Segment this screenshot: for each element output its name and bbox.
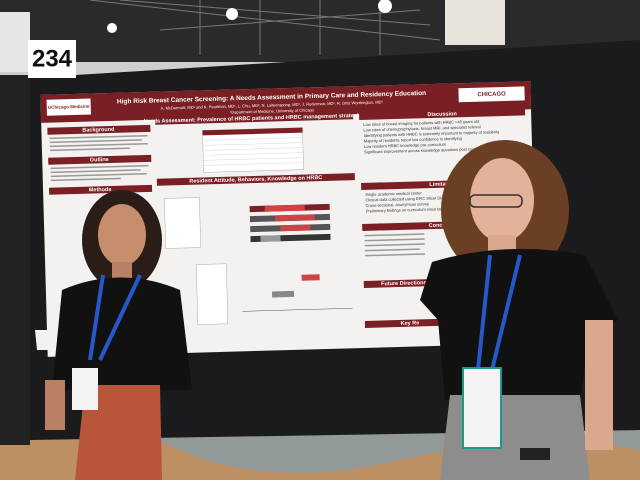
section-title: Discussion <box>427 111 457 118</box>
ceiling-light <box>378 0 392 13</box>
section-title: Outline <box>90 157 109 164</box>
poster-affiliation: ¹Department of Medicine, University of C… <box>230 107 315 114</box>
ceiling-light <box>226 8 238 20</box>
bullet-point: Low rates of breast imaging for patients… <box>363 119 479 127</box>
table-header <box>202 127 303 136</box>
boxplot-figure <box>242 274 353 312</box>
table-figure <box>164 197 201 249</box>
discussion-list: Low rates of breast imaging for patients… <box>363 119 508 155</box>
wall-panel <box>0 12 30 72</box>
table-rows <box>202 137 304 166</box>
wall-panel <box>445 0 505 45</box>
section-title: Methods <box>89 187 112 194</box>
section-title: Future Directions <box>381 280 427 287</box>
section-title: Resident Attitude, Behaviors, Knowledge … <box>189 175 322 185</box>
bullet-point: Clinical data collected using EPIC Slice… <box>365 195 447 202</box>
body-text-lines <box>364 233 426 257</box>
section-header <box>47 124 151 135</box>
ceiling-light <box>107 23 117 33</box>
section-header <box>156 173 355 186</box>
body-text-lines <box>50 164 149 182</box>
section-header <box>48 154 152 165</box>
cup <box>35 330 52 350</box>
adjacent-board <box>0 75 30 445</box>
table-figure <box>202 127 304 173</box>
bullet-point: Identifying patients with HRBC is extrem… <box>364 129 500 138</box>
bullet-point: Low rates of chemoprophylaxis, breast MR… <box>363 124 480 132</box>
poster-authors: A. McDermott, MD¹ and K. Pearlman, MD¹, … <box>161 99 384 110</box>
bullet-point: Low resident HRBC knowledge pre-curricul… <box>364 142 447 149</box>
section-header <box>155 112 354 125</box>
logo-right: CHICAGO <box>477 91 506 98</box>
ceiling-grid <box>89 0 441 55</box>
bullet-point: Single academic medical center <box>365 190 422 197</box>
section-title: Background <box>82 127 114 134</box>
board-number-card <box>28 40 76 78</box>
logo-box <box>46 98 91 116</box>
section-title: Key Re <box>401 320 420 327</box>
person-right <box>420 140 618 480</box>
table-figure <box>195 263 229 325</box>
bullet-point: Majority of residents report low confide… <box>364 136 462 144</box>
bullet-point: Cross-sectional, anonymous survey <box>366 201 429 208</box>
bullet-point: Preliminary findings on curriculum since… <box>366 206 454 213</box>
logo-left: UChicago Medicine <box>48 104 90 110</box>
section-title: Limitations <box>429 181 458 188</box>
stacked-bar-figure <box>249 203 331 243</box>
logo-box <box>458 86 525 103</box>
bullet-point: Significant improvement across knowledge… <box>364 145 508 154</box>
person-left <box>45 190 192 480</box>
body-text-lines <box>49 134 148 152</box>
section-header <box>359 108 526 121</box>
board-number: 234 <box>32 45 73 72</box>
